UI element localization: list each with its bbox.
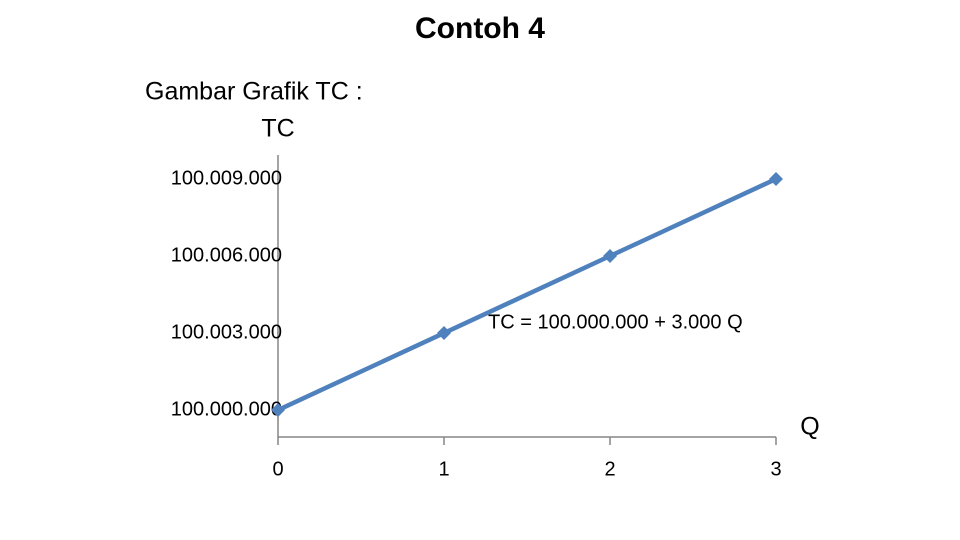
data-line: [277, 176, 777, 413]
x-axis-label: Q: [800, 413, 819, 441]
data-point: [769, 172, 783, 187]
x-tick-label: 3: [770, 458, 781, 480]
data-point: [271, 403, 285, 418]
y-tick-label: 100.000.000: [171, 398, 282, 420]
x-tick-label: 2: [604, 458, 615, 480]
data-point: [603, 249, 617, 264]
equation-annotation: TC = 100.000.000 + 3.000 Q: [488, 311, 743, 333]
y-tick-label: 100.009.000: [171, 167, 282, 189]
x-tick-label: 0: [272, 458, 283, 480]
y-tick-label: 100.006.000: [171, 244, 282, 266]
data-point: [437, 326, 451, 341]
slide-title: Contoh 4: [415, 12, 545, 45]
subtitle: Gambar Grafik TC :: [145, 78, 363, 106]
y-axis-label: TC: [261, 115, 294, 143]
x-tick-label: 1: [438, 458, 449, 480]
y-tick-label: 100.003.000: [171, 321, 282, 343]
